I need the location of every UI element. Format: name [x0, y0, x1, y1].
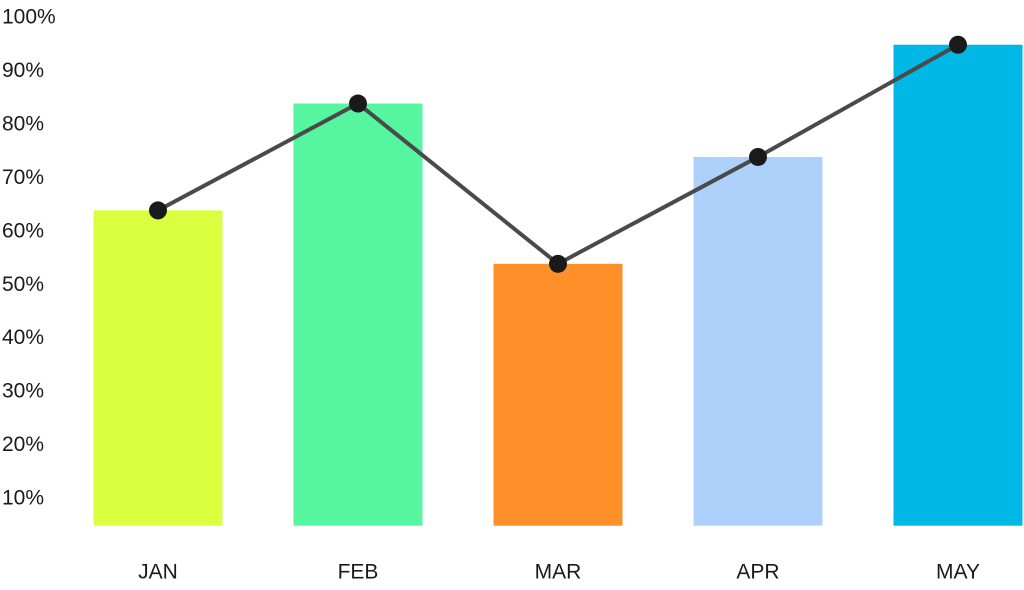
- line-marker: [749, 147, 767, 166]
- y-tick-label: 80%: [2, 112, 44, 135]
- line-marker: [349, 94, 367, 113]
- line-marker: [549, 254, 567, 273]
- x-tick-label: MAY: [936, 561, 980, 584]
- x-tick-label: FEB: [338, 561, 379, 584]
- bar: [93, 210, 223, 526]
- bar: [293, 103, 423, 526]
- y-tick-label: 20%: [2, 433, 44, 456]
- line-marker: [149, 201, 167, 220]
- y-tick-label: 10%: [2, 487, 44, 510]
- bar: [893, 44, 1023, 526]
- x-tick-label: JAN: [138, 561, 178, 584]
- x-tick-label: MAR: [535, 561, 582, 584]
- y-tick-label: 90%: [2, 59, 44, 82]
- y-tick-label: 40%: [2, 326, 44, 349]
- line: [157, 42, 959, 267]
- y-tick-label: 30%: [2, 380, 44, 403]
- y-tick-label: 50%: [2, 273, 44, 296]
- bar: [493, 263, 623, 526]
- y-tick-label: 60%: [2, 219, 44, 242]
- x-tick-label: APR: [736, 561, 779, 584]
- y-tick-label: 70%: [2, 166, 44, 189]
- bar: [693, 156, 823, 526]
- line-marker: [949, 35, 967, 54]
- y-tick-label: 100%: [2, 6, 56, 29]
